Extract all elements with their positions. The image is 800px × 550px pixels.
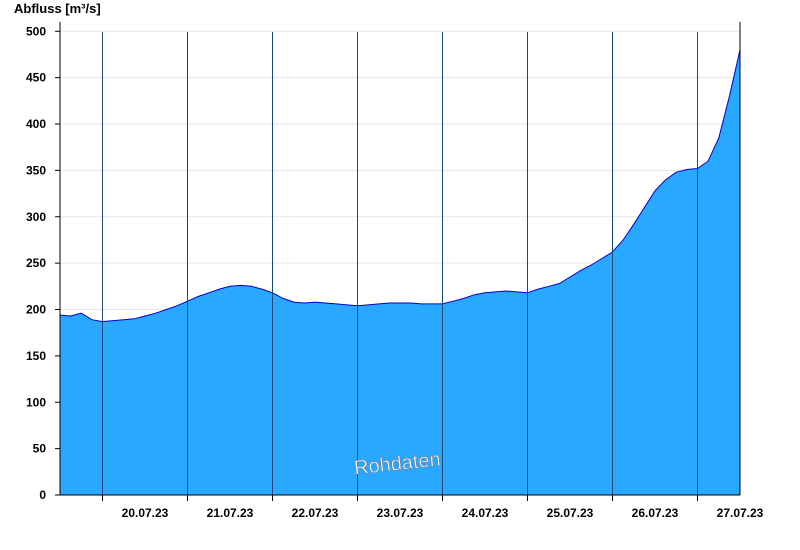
y-tick-label: 500 — [26, 24, 46, 38]
x-tick-labels: 20.07.23 21.07.23 22.07.23 23.07.23 24.07.23… — [122, 506, 764, 520]
y-tick-label: 350 — [26, 163, 46, 177]
discharge-line — [59, 49, 741, 323]
y-tick-label: 300 — [26, 210, 46, 224]
x-tick-label: 22.07.23 — [292, 506, 339, 520]
y-tick-label: 0 — [39, 488, 46, 502]
x-tick-label: 26.07.23 — [632, 506, 679, 520]
y-tick-label: 150 — [26, 349, 46, 363]
y-tick-label: 100 — [26, 395, 46, 409]
day-separators — [102, 32, 698, 495]
x-tick-label: 23.07.23 — [377, 506, 424, 520]
x-tick-label: 25.07.23 — [547, 506, 594, 520]
x-tick-label: 20.07.23 — [122, 506, 169, 520]
y-tick-label: 450 — [26, 71, 46, 85]
x-tick-label: 21.07.23 — [207, 506, 254, 520]
y-tick-label: 400 — [26, 117, 46, 131]
axes — [55, 22, 741, 501]
discharge-area — [60, 49, 740, 496]
y-tick-label: 200 — [26, 303, 46, 317]
y-tick-labels: 0 50 100 150 200 250 300 350 400 450 500 — [26, 24, 46, 502]
y-tick-label: 50 — [33, 442, 47, 456]
x-tick-label: 27.07.23 — [717, 506, 764, 520]
x-tick-label: 24.07.23 — [462, 506, 509, 520]
y-axis-title: Abfluss [m³/s] — [14, 1, 101, 16]
y-tick-label: 250 — [26, 256, 46, 270]
